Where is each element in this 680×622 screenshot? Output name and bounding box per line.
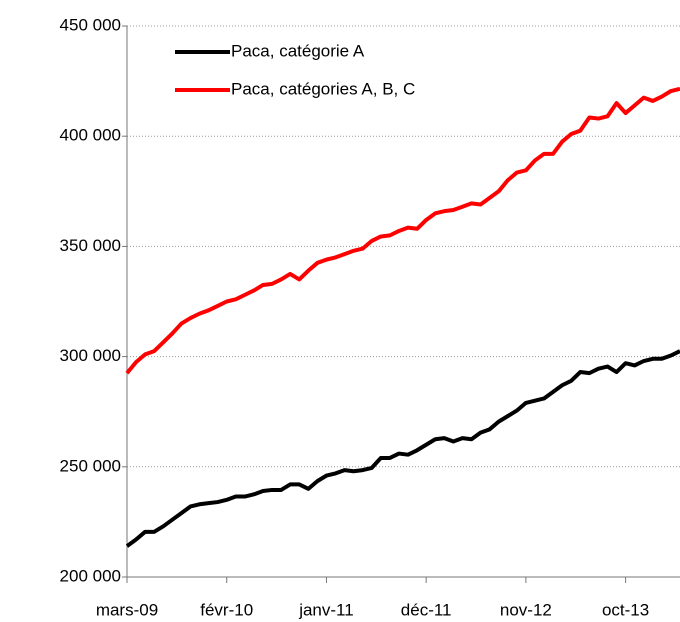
x-tick-label: nov-12: [500, 600, 552, 619]
x-tick-label: mars-09: [96, 600, 158, 619]
x-tick-label: déc-11: [401, 600, 452, 619]
x-tick-label: févr-10: [200, 600, 253, 619]
series-line: [125, 86, 680, 375]
y-tick-label: 200 000: [60, 566, 121, 585]
y-tick-label: 250 000: [60, 456, 121, 475]
legend-label: Paca, catégories A, B, C: [231, 79, 415, 98]
y-tick-label: 300 000: [60, 346, 121, 365]
x-tick-label: janv-11: [298, 600, 354, 619]
y-tick-label: 400 000: [60, 126, 121, 145]
x-tick-label: oct-13: [602, 600, 649, 619]
y-tick-label: 450 000: [60, 15, 121, 34]
series-line: [125, 349, 680, 548]
legend-label: Paca, catégorie A: [231, 41, 365, 60]
y-tick-label: 350 000: [60, 236, 121, 255]
